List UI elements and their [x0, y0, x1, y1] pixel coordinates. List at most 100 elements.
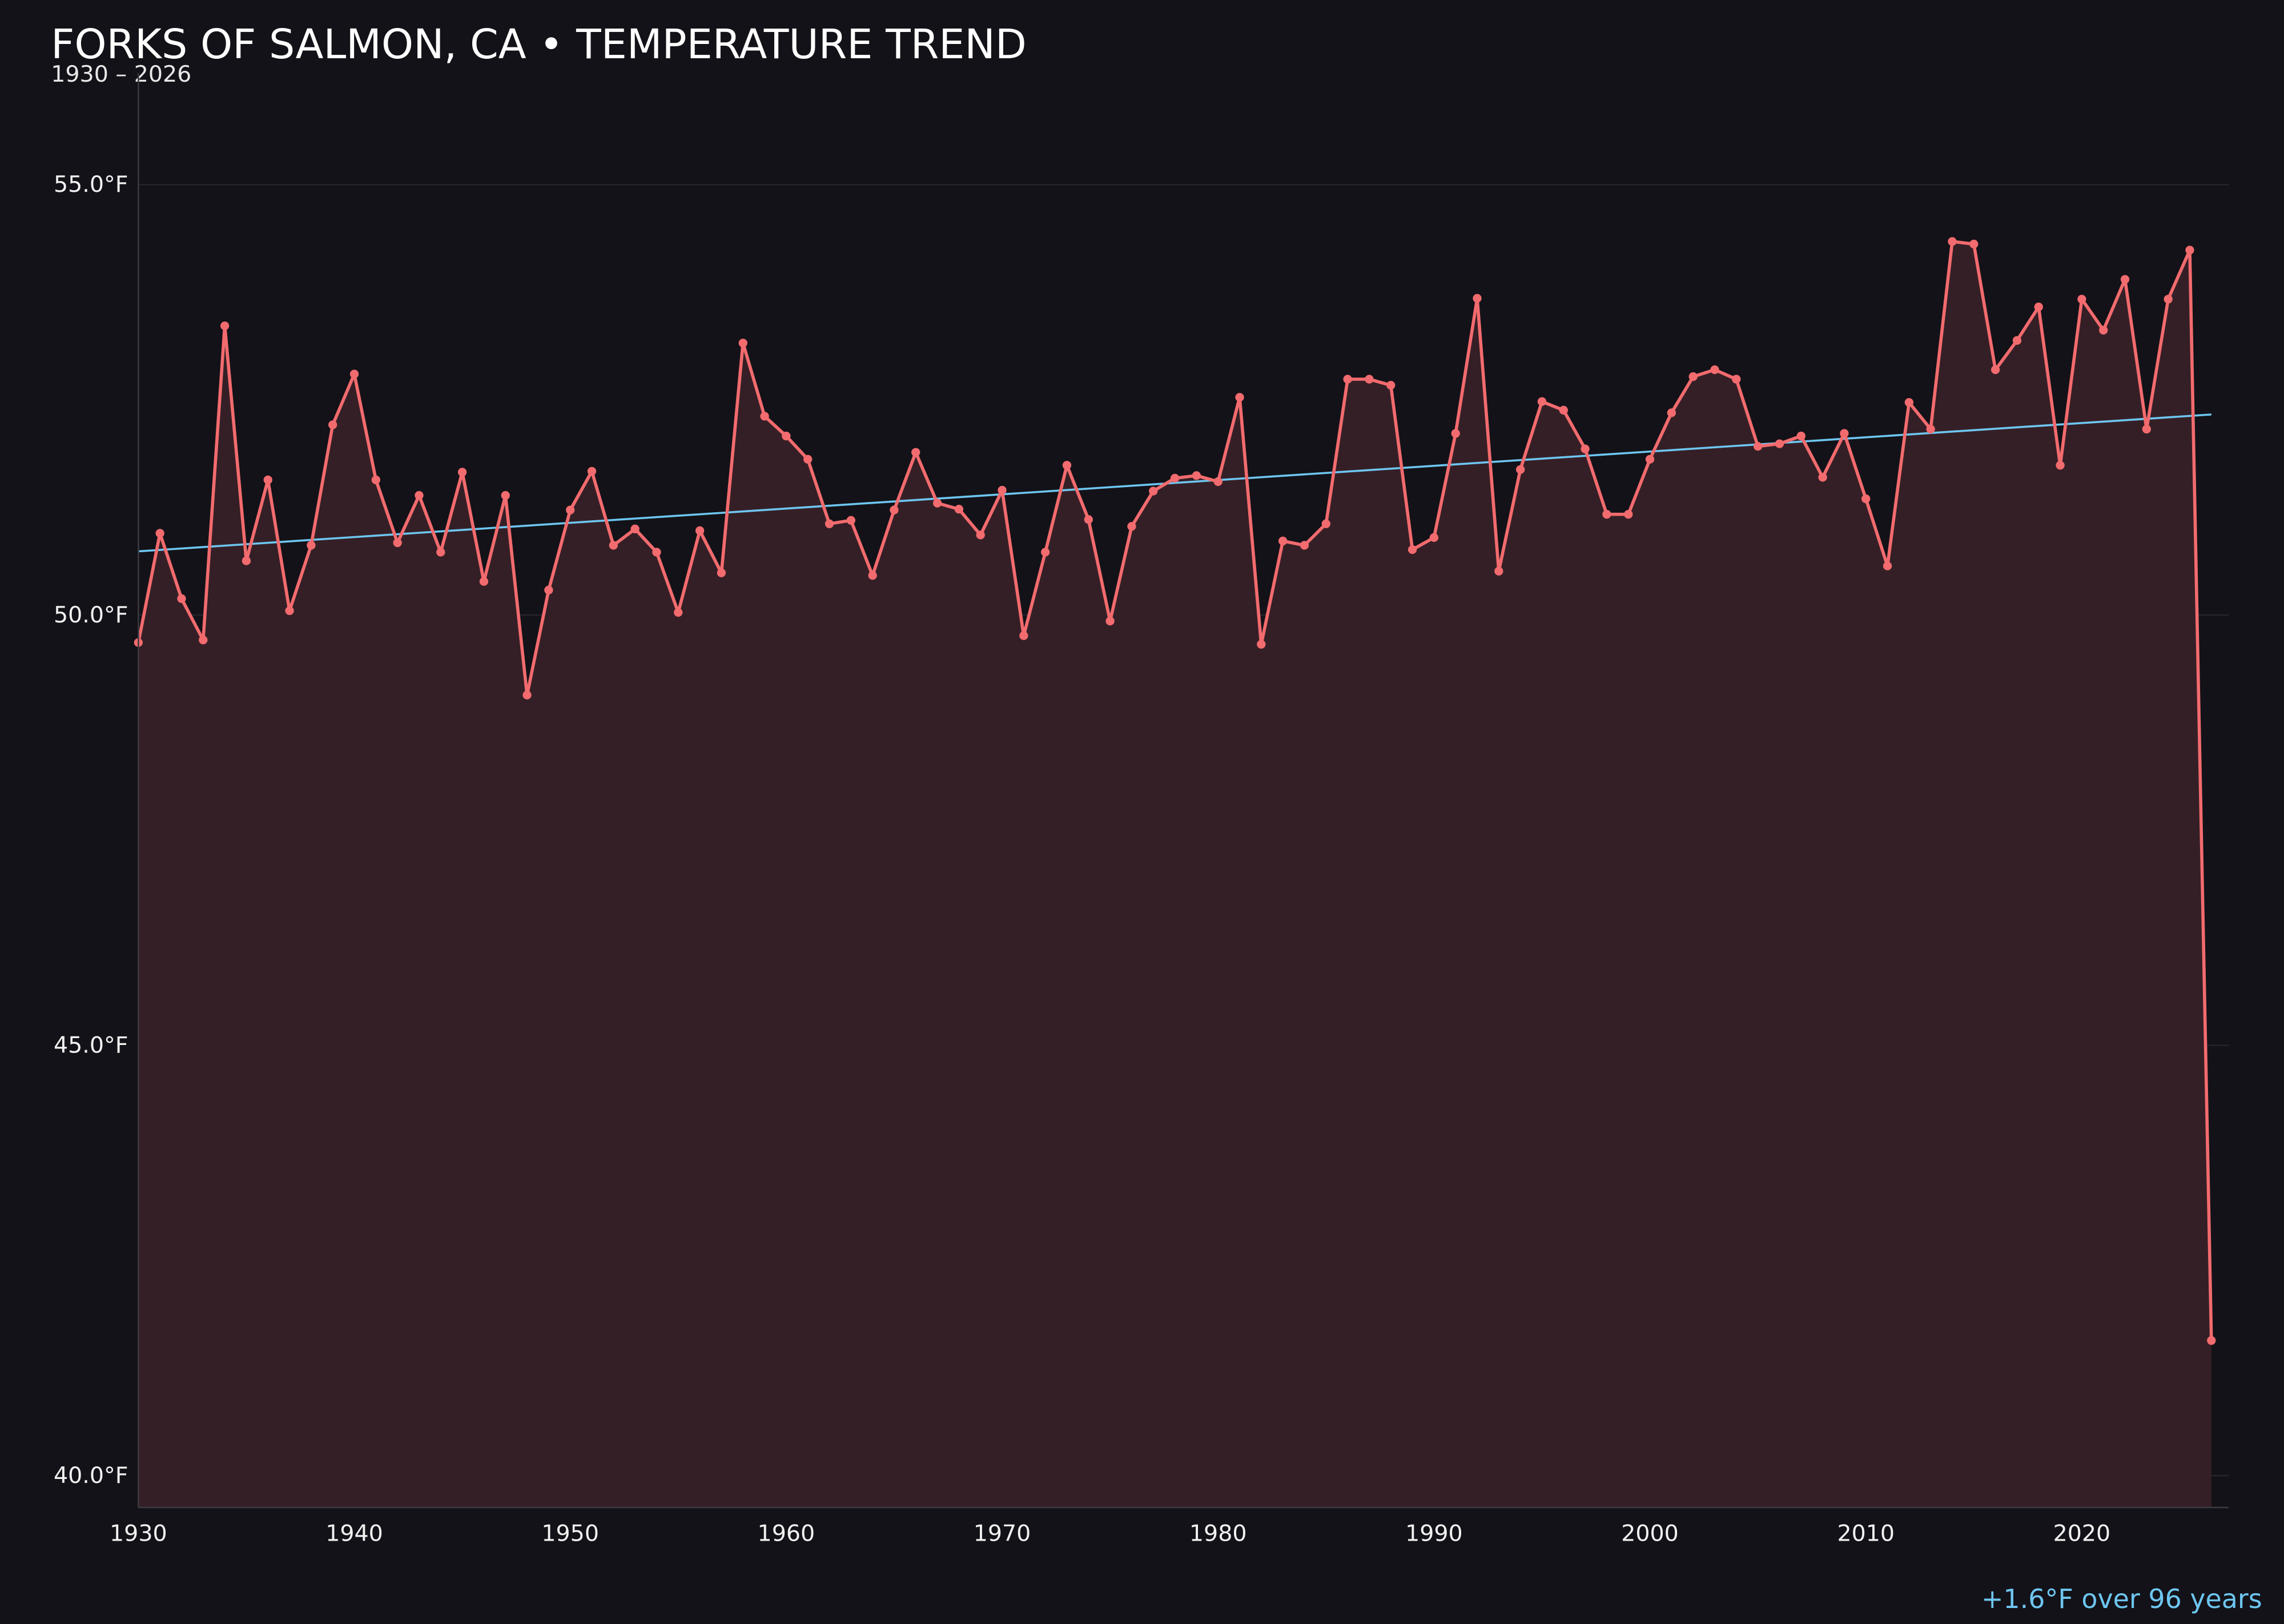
- data-point: [1213, 477, 1223, 487]
- data-points: [134, 237, 2216, 1345]
- data-point: [220, 321, 230, 331]
- data-point: [803, 455, 813, 464]
- data-point: [1624, 510, 1633, 519]
- data-point: [2099, 325, 2108, 335]
- x-tick-label: 2010: [1837, 1521, 1895, 1547]
- data-point: [782, 431, 791, 441]
- data-point: [1948, 237, 1957, 246]
- data-point: [1537, 397, 1547, 406]
- data-point: [1991, 365, 2000, 375]
- chart-subtitle: 1930 – 2026: [51, 61, 191, 87]
- data-point: [1710, 365, 1719, 375]
- data-point: [587, 467, 597, 476]
- data-point: [1278, 536, 1288, 546]
- data-point: [1688, 372, 1698, 381]
- x-tick-label: 1950: [541, 1521, 599, 1547]
- data-point: [630, 524, 640, 533]
- data-point: [1257, 640, 1266, 649]
- data-point: [609, 541, 618, 550]
- data-point: [1559, 405, 1568, 415]
- x-tick-label: 1990: [1405, 1521, 1463, 1547]
- data-point: [1602, 510, 1611, 519]
- data-point: [954, 505, 964, 514]
- data-point: [1019, 631, 1028, 640]
- x-tick-label: 1940: [325, 1521, 383, 1547]
- y-axis-ticks: 40.0°F 45.0°F 50.0°F 55.0°F: [54, 171, 128, 1489]
- data-point: [1840, 429, 1849, 438]
- data-point: [1516, 465, 1525, 474]
- data-point: [1321, 519, 1330, 528]
- data-point: [2077, 295, 2086, 304]
- data-point: [1149, 487, 1158, 496]
- x-axis-ticks: 1930 1940 1950 1960 1970 1980 1990 2000 2010 2020: [110, 1521, 2110, 1547]
- data-point: [1904, 398, 1914, 407]
- data-point: [717, 568, 726, 577]
- data-point: [501, 491, 510, 500]
- data-point: [1796, 431, 1806, 441]
- data-point: [2034, 302, 2043, 312]
- data-point: [1386, 380, 1396, 390]
- trend-line: [138, 413, 2211, 553]
- data-point: [2120, 275, 2130, 284]
- data-point: [1775, 439, 1784, 448]
- data-point: [1192, 471, 1201, 480]
- data-point: [436, 548, 445, 557]
- y-tick-label: 50.0°F: [54, 602, 128, 628]
- data-point: [1645, 455, 1655, 464]
- y-tick-label: 40.0°F: [54, 1462, 128, 1489]
- data-point: [1969, 239, 1979, 249]
- data-point: [1926, 424, 1935, 434]
- chart-title: FORKS OF SALMON, CA • TEMPERATURE TREND: [51, 21, 1027, 68]
- data-point: [1170, 473, 1180, 483]
- data-point: [479, 577, 489, 586]
- data-point: [674, 608, 683, 617]
- data-point: [328, 420, 337, 429]
- data-point: [155, 529, 164, 538]
- data-point: [1861, 494, 1871, 504]
- x-tick-label: 1930: [110, 1521, 167, 1547]
- data-point: [2142, 424, 2152, 434]
- data-point: [1105, 616, 1115, 626]
- y-tick-label: 55.0°F: [54, 171, 128, 198]
- data-point: [1127, 522, 1136, 531]
- data-point: [1300, 541, 1309, 550]
- data-point: [199, 636, 208, 645]
- data-point: [2012, 336, 2022, 345]
- data-point: [457, 468, 467, 477]
- x-tick-label: 1980: [1189, 1521, 1247, 1547]
- x-tick-label: 1970: [974, 1521, 1031, 1547]
- data-point: [544, 585, 553, 594]
- data-point: [1408, 545, 1417, 554]
- data-point: [1732, 375, 1741, 384]
- data-point: [1451, 429, 1460, 438]
- data-point: [2164, 295, 2173, 304]
- data-point: [825, 519, 834, 528]
- data-point: [2056, 461, 2065, 470]
- data-point: [760, 412, 769, 421]
- data-point: [349, 369, 359, 379]
- data-point: [177, 594, 186, 604]
- data-point: [1883, 561, 1892, 570]
- data-point: [1667, 408, 1676, 417]
- data-point: [1581, 444, 1590, 453]
- data-point: [1235, 393, 1244, 402]
- data-point: [1473, 294, 1482, 303]
- data-point: [1365, 375, 1374, 384]
- data-point: [1753, 441, 1763, 451]
- data-point: [1084, 515, 1093, 524]
- data-point: [285, 606, 294, 616]
- data-point: [566, 505, 575, 514]
- series-area-fill: [138, 241, 2211, 1508]
- data-point: [415, 491, 424, 500]
- data-point: [307, 541, 316, 550]
- x-tick-label: 2020: [2053, 1521, 2111, 1547]
- data-point: [1041, 548, 1050, 557]
- data-point: [1494, 566, 1503, 576]
- data-point: [695, 526, 705, 535]
- data-point: [522, 690, 532, 700]
- data-point: [2207, 1336, 2216, 1345]
- data-point: [998, 485, 1007, 495]
- x-tick-label: 2000: [1621, 1521, 1679, 1547]
- data-point: [2185, 246, 2194, 255]
